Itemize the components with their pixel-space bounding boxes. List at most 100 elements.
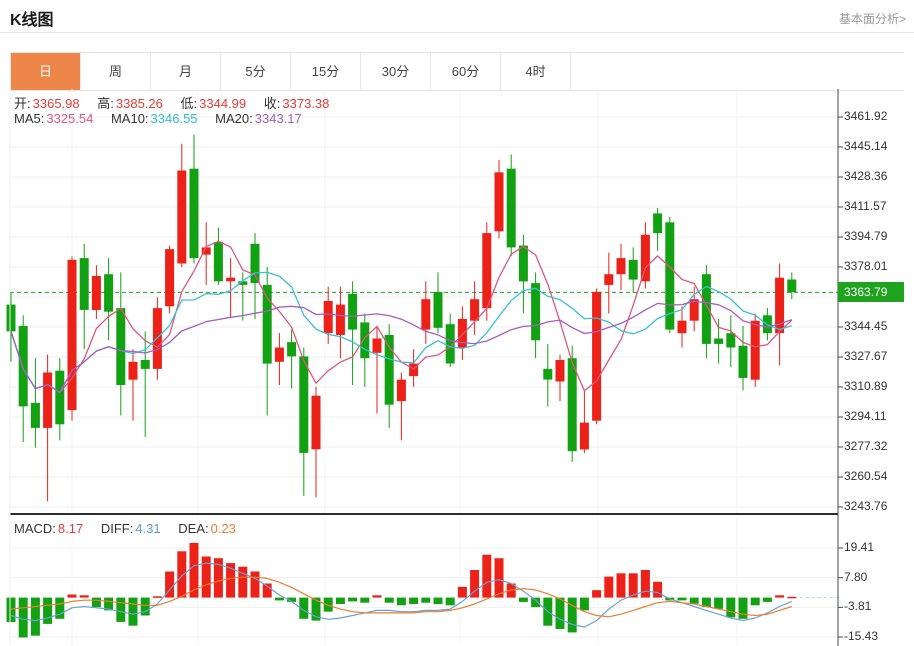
macd-bar (506, 583, 516, 598)
tab-4hour[interactable]: 4时 (501, 53, 571, 90)
candle (701, 265, 711, 359)
macd-bar (348, 597, 358, 602)
macd-bar (689, 597, 699, 604)
macd-bar (494, 558, 504, 598)
tab-month[interactable]: 月 (151, 53, 221, 90)
candle (177, 143, 187, 267)
candle (262, 267, 272, 416)
candle (506, 154, 516, 257)
macd-bar (128, 597, 138, 626)
price-tick-label: 3260.54 (844, 469, 888, 483)
candle (689, 286, 699, 332)
macd-row: MACD: 8.17 DIFF: 4.31 DEA: 0.23 (14, 521, 250, 536)
macd-bar (311, 597, 321, 621)
candle (531, 272, 541, 359)
macd-bar (421, 597, 431, 603)
macd-bar (775, 595, 785, 598)
candle (67, 256, 77, 421)
dea-value: 0.23 (210, 521, 236, 536)
candle (55, 358, 65, 441)
candle (604, 252, 614, 314)
macd-bar (91, 597, 101, 608)
price-tick-label: 3294.11 (844, 408, 887, 423)
macd-bar (189, 542, 199, 598)
candle (18, 315, 28, 443)
candle (470, 281, 480, 335)
candle (299, 347, 309, 496)
macd-bar (762, 597, 772, 602)
candle (213, 227, 223, 285)
macd-tick-label: 19.41 (844, 539, 875, 554)
macd-tick-label: 7.80 (844, 569, 868, 584)
macd-bar (714, 597, 724, 609)
candle (482, 222, 492, 321)
candle (616, 243, 626, 291)
macd-bar (726, 597, 736, 618)
candle (726, 315, 736, 368)
candle (775, 263, 785, 366)
candle (518, 234, 528, 314)
tab-30min[interactable]: 30分 (361, 53, 431, 90)
macd-bar (226, 563, 236, 598)
candle (543, 343, 553, 407)
macd-bar (238, 566, 248, 598)
macd-bar (140, 597, 150, 616)
candle (653, 208, 663, 251)
page-title: K线图 (10, 12, 54, 29)
diff-label: DIFF: (100, 521, 134, 536)
macd-bar (79, 595, 89, 598)
low-label: 低: (180, 96, 198, 111)
candle (30, 358, 40, 448)
candle (348, 281, 358, 385)
candle (665, 217, 675, 334)
macd-bar (396, 597, 406, 606)
macd-bar (67, 594, 77, 598)
candle (567, 345, 577, 462)
period-tab-bar: 日周月 5分 15分 30分 60分 4时 (10, 52, 904, 91)
candle (677, 306, 687, 348)
candle (311, 386, 321, 498)
tab-15min[interactable]: 15分 (291, 53, 361, 90)
macd-bar (457, 586, 467, 598)
tab-5min[interactable]: 5分 (221, 53, 291, 90)
price-tick-label: 3243.76 (844, 499, 888, 513)
macd-bar (555, 597, 565, 629)
macd-bar (274, 597, 284, 601)
candle (116, 272, 126, 416)
candle (79, 243, 89, 350)
price-tick-label: 3445.14 (844, 138, 888, 153)
ohlc-row: 开: 3365.98 高: 3385.26 低: 3344.99 收: 3373.38 (14, 93, 343, 112)
macd-value: 8.17 (57, 521, 84, 536)
candle (226, 258, 236, 318)
candle (274, 333, 284, 385)
tab-week[interactable]: 周 (81, 53, 151, 90)
price-tick-label: 3411.57 (844, 199, 887, 213)
tab-day[interactable]: 日 (10, 53, 81, 90)
macd-bar (250, 571, 260, 598)
candle (579, 390, 589, 453)
macd-bar (640, 570, 650, 598)
candle (335, 286, 345, 359)
candle (6, 292, 16, 362)
macd-bar (531, 597, 541, 608)
macd-bar (6, 597, 16, 623)
open-value: 3365.98 (32, 96, 80, 111)
macd-bar (287, 597, 297, 602)
macd-bar (30, 597, 40, 636)
macd-label: MACD: (14, 521, 56, 536)
fundamental-analysis-link[interactable]: 基本面分析> (838, 12, 906, 26)
macd-bar (104, 597, 114, 611)
macd-bar (55, 597, 65, 619)
tab-60min[interactable]: 60分 (431, 53, 501, 90)
candle (372, 326, 382, 414)
candle (201, 222, 211, 285)
macd-bar (677, 597, 687, 601)
macd-tick-label: -3.81 (844, 599, 872, 614)
price-tick-label: 3394.79 (844, 229, 888, 243)
macd-bar (567, 597, 577, 633)
macd-bar (43, 597, 53, 624)
macd-bar (262, 583, 272, 598)
dea-label: DEA: (178, 521, 209, 536)
